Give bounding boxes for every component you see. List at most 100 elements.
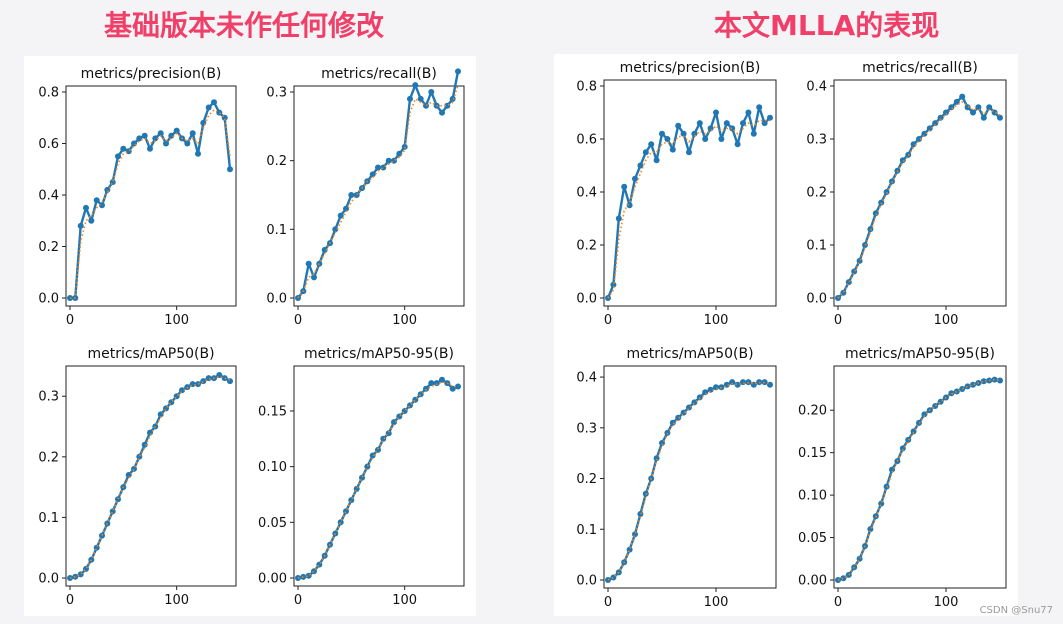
- y-tick-label: 0.4: [576, 371, 597, 386]
- data-point: [948, 390, 955, 397]
- data-point: [718, 136, 725, 142]
- smooth-line: [297, 84, 459, 299]
- x-tick-label: 100: [704, 313, 729, 328]
- data-point: [168, 132, 175, 139]
- data-point: [109, 508, 116, 515]
- x-tick-label: 0: [294, 593, 302, 608]
- data-point: [626, 202, 633, 209]
- chart-mlla-map50: metrics/mAP50(B) 0.0 0.1 0.2 0.3 0.4 0 100: [576, 346, 777, 610]
- y-tick-label: 0.8: [576, 80, 597, 95]
- data-point: [332, 226, 339, 233]
- data-point: [99, 532, 105, 539]
- data-point: [369, 452, 376, 459]
- data-point: [632, 175, 638, 182]
- data-point: [713, 384, 719, 391]
- data-point: [375, 164, 381, 171]
- x-tick-label: 0: [294, 313, 302, 328]
- data-point: [428, 380, 435, 387]
- data-point: [125, 472, 132, 478]
- data-point: [157, 130, 164, 137]
- data-point: [680, 130, 687, 137]
- chart-base-map50: metrics/mAP50(B) 0.0 0.1 0.2 0.3 0 100: [38, 346, 237, 608]
- data-point: [173, 127, 180, 134]
- right-heading: 本文MLLA的表现: [714, 9, 940, 42]
- y-tick-label: 0.3: [576, 421, 597, 436]
- data-point: [337, 519, 344, 526]
- data-point: [189, 130, 196, 137]
- data-point: [396, 150, 403, 157]
- x-tick-label: 0: [604, 595, 612, 610]
- smooth-line: [297, 381, 458, 579]
- data-point: [401, 408, 408, 414]
- data-point: [675, 122, 682, 129]
- y-tick-label: 0.0: [576, 574, 597, 589]
- data-point: [195, 150, 201, 157]
- chart-title: metrics/recall(B): [321, 66, 437, 82]
- data-point: [767, 114, 773, 121]
- y-tick-label: 0.1: [576, 523, 597, 538]
- data-point: [152, 423, 159, 430]
- data-point: [943, 109, 949, 116]
- y-tick-label: 0.4: [38, 189, 59, 204]
- data-point: [740, 120, 746, 127]
- y-tick-label: 0.05: [798, 531, 827, 546]
- data-point: [997, 377, 1003, 384]
- data-point: [921, 411, 928, 418]
- data-point: [227, 166, 233, 173]
- data-point: [93, 544, 100, 551]
- data-point: [93, 197, 100, 204]
- data-point: [921, 130, 928, 137]
- y-tick-label: 0.2: [38, 450, 59, 465]
- data-point: [686, 149, 692, 156]
- data-point: [348, 497, 355, 504]
- chart-title: metrics/mAP50-95(B): [845, 346, 995, 362]
- data-point: [702, 389, 709, 396]
- data-point: [745, 109, 752, 116]
- data-point: [131, 465, 137, 472]
- data-point: [756, 104, 763, 111]
- data-point: [872, 210, 879, 217]
- data-point: [964, 104, 971, 111]
- data-point: [77, 571, 84, 578]
- smooth-line: [70, 109, 231, 299]
- plot-frame: [603, 365, 777, 589]
- y-tick-label: 0.1: [38, 511, 59, 526]
- data-point: [959, 386, 966, 392]
- y-tick-label: 0.2: [266, 154, 287, 169]
- y-tick-label: 0.10: [258, 460, 287, 475]
- data-point: [653, 157, 660, 164]
- data-point: [926, 125, 933, 132]
- data-point: [959, 93, 966, 100]
- data-point: [407, 95, 413, 102]
- y-tick-label: 0.2: [806, 186, 827, 201]
- data-point: [642, 149, 649, 156]
- data-point: [932, 403, 939, 409]
- data-point: [707, 125, 714, 132]
- data-point: [975, 104, 982, 111]
- data-point: [348, 192, 355, 198]
- x-tick-label: 0: [834, 595, 842, 610]
- x-tick-label: 100: [164, 313, 189, 328]
- x-tick-label: 100: [704, 595, 729, 610]
- data-point: [120, 145, 127, 152]
- data-point: [401, 143, 408, 150]
- data-point: [125, 148, 132, 155]
- data-point: [455, 383, 461, 390]
- y-tick-label: 0.6: [576, 133, 597, 148]
- data-point: [761, 120, 768, 127]
- data-point: [433, 380, 440, 387]
- chart-title: metrics/precision(B): [620, 60, 761, 76]
- data-point: [200, 119, 207, 126]
- data-point: [83, 204, 89, 211]
- plot-frame: [65, 85, 237, 307]
- y-tick-label: 0.4: [806, 80, 827, 95]
- data-point: [761, 379, 768, 386]
- data-point: [449, 95, 456, 102]
- y-tick-label: 0.2: [38, 240, 59, 255]
- data-point: [380, 435, 387, 442]
- data-point: [136, 453, 143, 460]
- chart-base-recall: metrics/recall(B) 0.0 0.1 0.2 0.3 0 100: [266, 66, 465, 328]
- chart-title: metrics/mAP50(B): [87, 346, 214, 362]
- data-point: [88, 556, 95, 563]
- data-point: [173, 393, 180, 400]
